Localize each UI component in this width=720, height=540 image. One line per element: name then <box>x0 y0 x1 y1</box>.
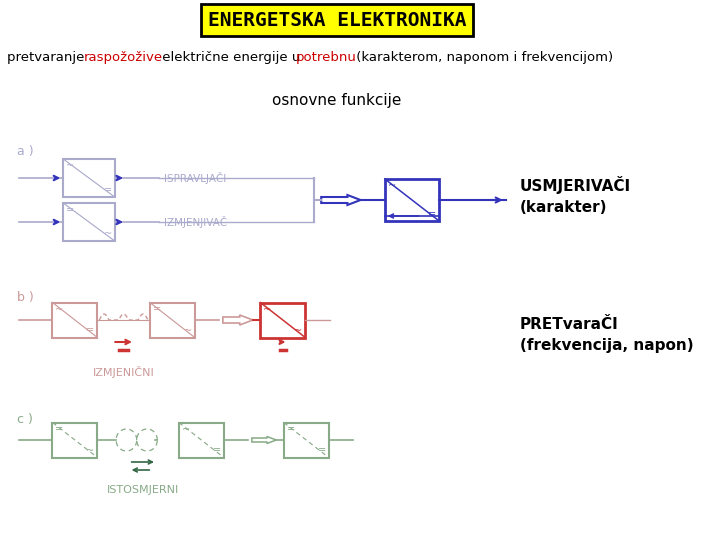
Text: ISPRAVLJAČI: ISPRAVLJAČI <box>164 172 226 184</box>
Text: ~: ~ <box>294 326 302 335</box>
Polygon shape <box>252 436 276 443</box>
Text: ~: ~ <box>263 305 271 314</box>
Text: =: = <box>318 446 326 456</box>
Text: =: = <box>66 205 74 215</box>
Text: pretvaranje: pretvaranje <box>7 51 89 64</box>
Text: b ): b ) <box>17 292 34 305</box>
Text: osnovne funkcije: osnovne funkcije <box>272 92 402 107</box>
Text: USMJERIVAČI
(karakter): USMJERIVAČI (karakter) <box>520 176 631 214</box>
Polygon shape <box>223 315 253 325</box>
Bar <box>150 302 195 338</box>
Bar <box>179 422 224 457</box>
Bar <box>261 302 305 338</box>
Text: a ): a ) <box>17 145 34 159</box>
Bar <box>63 203 114 241</box>
Text: ~: ~ <box>181 424 190 435</box>
Text: IZMJENIČNI: IZMJENIČNI <box>93 366 155 378</box>
Text: =: = <box>213 446 221 456</box>
Bar <box>53 302 97 338</box>
Bar <box>284 422 329 457</box>
Text: ~: ~ <box>184 326 192 335</box>
Text: =: = <box>428 209 436 219</box>
Text: ~: ~ <box>387 181 396 191</box>
Text: ENERGETSKA ELEKTRONIKA: ENERGETSKA ELEKTRONIKA <box>208 10 467 30</box>
Text: =: = <box>55 424 63 435</box>
Text: ~: ~ <box>66 161 74 171</box>
Bar <box>53 422 97 457</box>
Polygon shape <box>321 195 361 205</box>
Text: =: = <box>104 185 112 195</box>
Text: PRETvaraČI
(frekvencija, napon): PRETvaraČI (frekvencija, napon) <box>520 317 693 353</box>
Text: ISTOSMJERNI: ISTOSMJERNI <box>107 485 179 495</box>
Bar <box>385 179 439 221</box>
Text: =: = <box>86 326 94 335</box>
Text: (karakterom, naponom i frekvencijom): (karakterom, naponom i frekvencijom) <box>352 51 613 64</box>
Text: potrebnu: potrebnu <box>295 51 356 64</box>
Text: c ): c ) <box>17 414 32 427</box>
Text: ~: ~ <box>86 446 94 456</box>
Text: IZMJENJIVAČ: IZMJENJIVAČ <box>164 216 227 228</box>
Text: ~: ~ <box>55 305 63 314</box>
Bar <box>63 159 114 197</box>
Text: ~: ~ <box>104 229 112 239</box>
Text: električne energije u: električne energije u <box>158 51 305 64</box>
Text: raspožožive: raspožožive <box>84 51 163 64</box>
Text: =: = <box>287 424 294 435</box>
Text: =: = <box>153 305 161 314</box>
